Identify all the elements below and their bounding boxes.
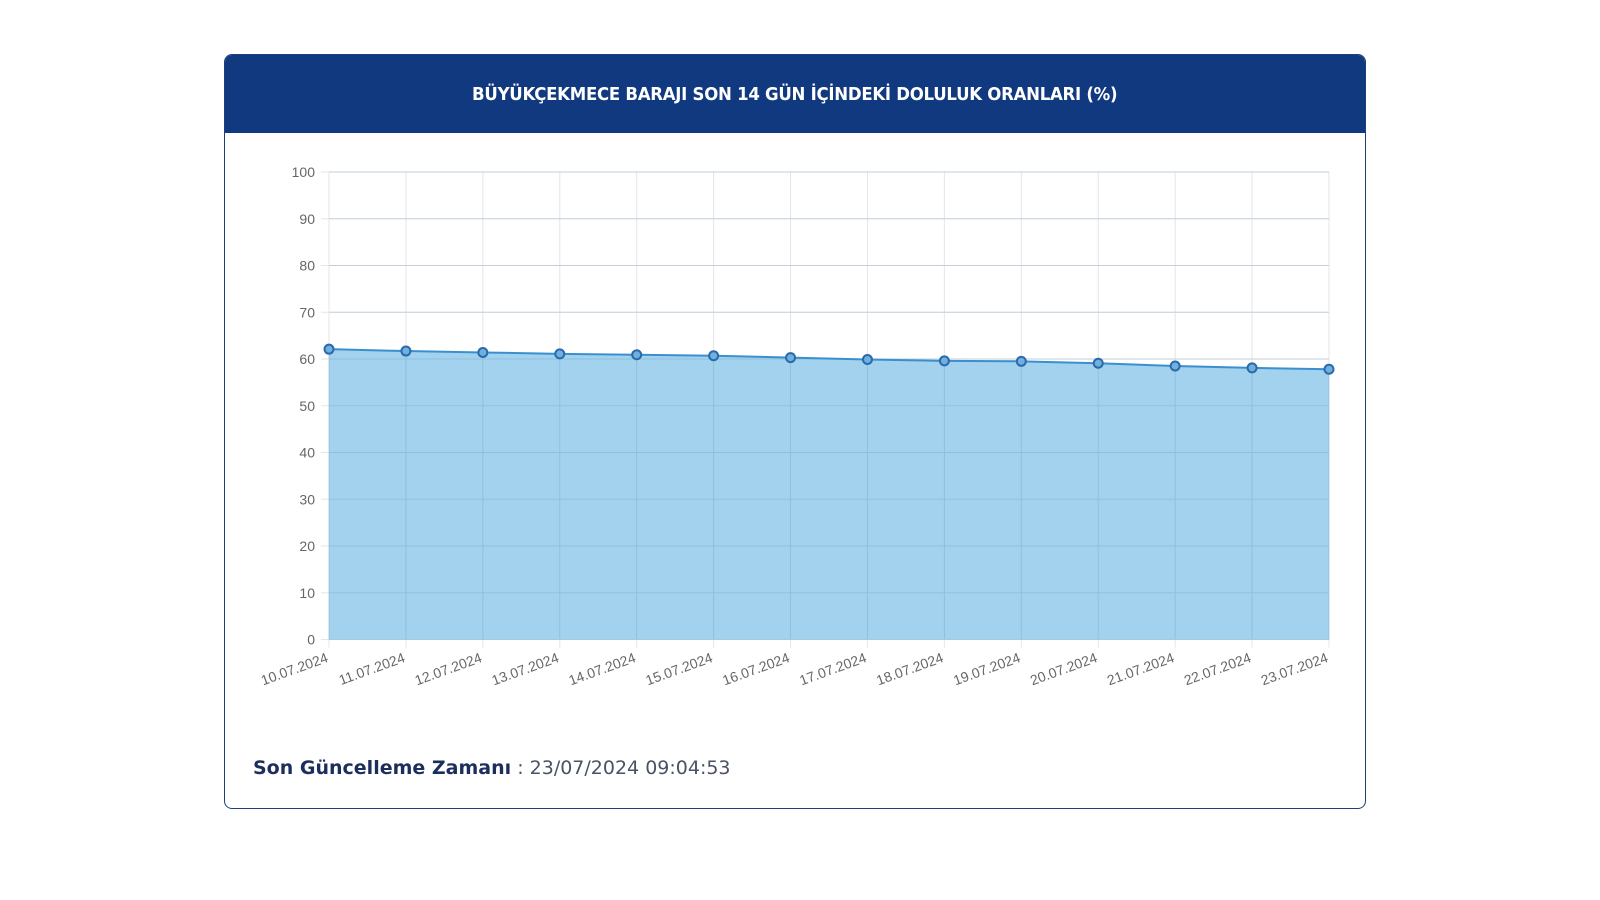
x-tick-label: 16.07.2024 bbox=[720, 649, 792, 688]
x-tick-label: 11.07.2024 bbox=[337, 649, 408, 688]
y-tick-label: 70 bbox=[299, 304, 315, 320]
y-tick-label: 30 bbox=[299, 491, 315, 507]
y-tick-label: 0 bbox=[307, 632, 315, 648]
y-tick-label: 40 bbox=[299, 445, 315, 461]
data-point[interactable] bbox=[477, 346, 489, 358]
x-tick-label: 14.07.2024 bbox=[566, 649, 638, 688]
x-tick-label: 21.07.2024 bbox=[1105, 649, 1177, 688]
data-point[interactable] bbox=[554, 348, 566, 360]
x-tick-label: 20.07.2024 bbox=[1028, 649, 1100, 688]
chart-title: BÜYÜKÇEKMECE BARAJI SON 14 GÜN İÇİNDEKİ … bbox=[472, 83, 1118, 105]
card-header: BÜYÜKÇEKMECE BARAJI SON 14 GÜN İÇİNDEKİ … bbox=[225, 55, 1365, 133]
x-tick-label: 19.07.2024 bbox=[951, 649, 1023, 688]
y-tick-label: 50 bbox=[299, 398, 315, 414]
data-point[interactable] bbox=[785, 352, 797, 364]
y-tick-label: 100 bbox=[292, 164, 316, 180]
data-point[interactable] bbox=[323, 343, 335, 355]
x-tick-label: 22.07.2024 bbox=[1182, 649, 1254, 688]
last-update-separator: : bbox=[511, 757, 530, 779]
y-tick-label: 20 bbox=[299, 538, 315, 554]
y-tick-label: 60 bbox=[299, 351, 315, 367]
last-update-value: 23/07/2024 09:04:53 bbox=[529, 757, 731, 779]
x-tick-label: 18.07.2024 bbox=[874, 649, 946, 688]
data-point[interactable] bbox=[708, 350, 720, 362]
x-tick-label: 10.07.2024 bbox=[259, 649, 331, 688]
x-tick-label: 23.07.2024 bbox=[1259, 649, 1331, 688]
x-tick-label: 15.07.2024 bbox=[643, 649, 715, 688]
data-point[interactable] bbox=[1323, 363, 1335, 375]
last-update: Son Güncelleme Zamanı : 23/07/2024 09:04… bbox=[253, 757, 731, 779]
data-point[interactable] bbox=[861, 353, 873, 365]
data-point[interactable] bbox=[1092, 357, 1104, 369]
x-tick-label: 13.07.2024 bbox=[489, 649, 561, 688]
data-point[interactable] bbox=[400, 345, 412, 357]
x-tick-label: 17.07.2024 bbox=[797, 649, 869, 688]
series-line bbox=[328, 348, 1330, 371]
y-tick-label: 90 bbox=[299, 211, 315, 227]
data-point[interactable] bbox=[1015, 355, 1027, 367]
y-tick-label: 80 bbox=[299, 258, 315, 274]
data-point[interactable] bbox=[1246, 362, 1258, 374]
data-point[interactable] bbox=[938, 355, 950, 367]
last-update-label: Son Güncelleme Zamanı bbox=[253, 757, 512, 779]
y-tick-label: 10 bbox=[299, 585, 315, 601]
area-fill bbox=[329, 349, 1329, 640]
data-point[interactable] bbox=[1169, 360, 1181, 372]
x-tick-label: 12.07.2024 bbox=[413, 649, 485, 688]
data-point[interactable] bbox=[631, 349, 643, 361]
